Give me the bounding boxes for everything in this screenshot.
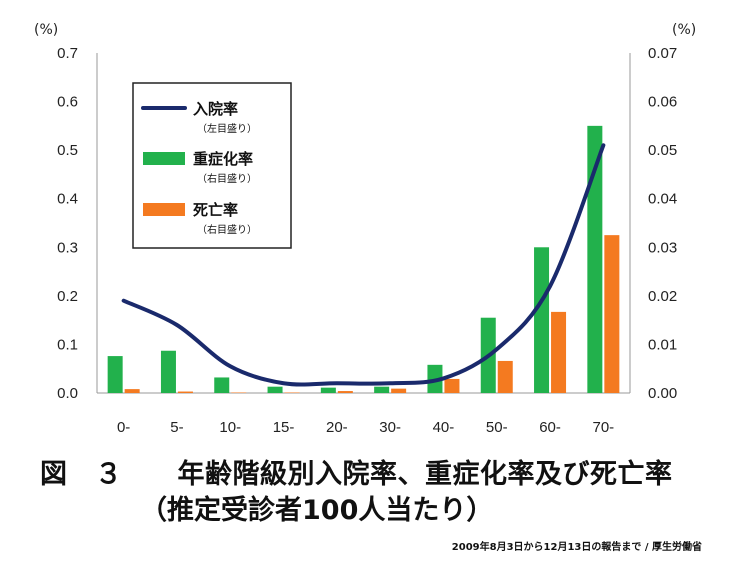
right-tick-label: 0.01 <box>648 336 677 353</box>
right-tick-label: 0.03 <box>648 239 677 256</box>
left-tick-label: 0.1 <box>57 336 78 353</box>
bar-severe-rate <box>214 377 230 393</box>
legend-box <box>132 82 292 249</box>
x-tick-label: 0- <box>117 419 130 436</box>
x-tick-label: 60- <box>539 419 561 436</box>
bar-death-rate <box>124 389 140 393</box>
bar-death-rate <box>391 388 407 393</box>
bar-death-rate <box>177 391 193 393</box>
right-tick-label: 0.06 <box>648 94 677 111</box>
chart: (%) (%) 0.0 0.1 0.2 0.3 0.4 0.5 0.6 0.7 0.00 0.01 0.… <box>34 22 696 436</box>
bar-death-rate <box>444 378 460 393</box>
bar-severe-rate <box>107 356 123 393</box>
figure-caption-subtitle: （推定受診者100人当たり） <box>140 495 494 526</box>
legend-label-hospitalization: 入院率 <box>193 100 238 118</box>
right-tick-label: 0.04 <box>648 191 677 208</box>
legend-sublabel-hospitalization: （左目盛り） <box>197 122 257 135</box>
left-axis-unit: (%) <box>34 22 58 38</box>
legend-label-severe: 重症化率 <box>193 150 253 168</box>
legend-swatch-death <box>143 203 185 216</box>
legend-sublabel-severe: （右目盛り） <box>197 172 257 185</box>
right-tick-label: 0.02 <box>648 288 677 305</box>
bar-severe-rate <box>320 387 336 393</box>
bar-severe-rate <box>160 350 176 393</box>
bar-severe-rate <box>587 125 603 393</box>
legend-swatch-severe <box>143 152 185 165</box>
bar-severe-rate <box>534 247 550 393</box>
x-tick-label: 70- <box>593 419 615 436</box>
x-tick-label: 30- <box>379 419 401 436</box>
left-tick-label: 0.3 <box>57 239 78 256</box>
legend-sublabel-death: （右目盛り） <box>197 223 257 236</box>
x-tick-label: 40- <box>433 419 455 436</box>
right-tick-label: 0.05 <box>648 142 677 159</box>
x-tick-label: 20- <box>326 419 348 436</box>
left-tick-label: 0.5 <box>57 142 78 159</box>
bar-death-rate <box>337 391 353 393</box>
bar-death-rate <box>497 360 513 393</box>
left-tick-label: 0.6 <box>57 94 78 111</box>
left-tick-label: 0.4 <box>57 191 78 208</box>
left-tick-label: 0.7 <box>57 45 78 62</box>
figure-caption-title: 図 ３ 年齢階級別入院率、重症化率及び死亡率 <box>40 459 673 490</box>
x-tick-label: 50- <box>486 419 508 436</box>
right-tick-label: 0.00 <box>648 385 677 402</box>
source-note: 2009年8月3日から12月13日の報告まで / 厚生労働省 <box>451 542 702 553</box>
bar-death-rate <box>604 235 620 393</box>
x-tick-label: 15- <box>273 419 295 436</box>
x-tick-label: 10- <box>219 419 241 436</box>
x-tick-label: 5- <box>170 419 183 436</box>
left-tick-label: 0.0 <box>57 385 78 402</box>
line-hospitalization-rate <box>121 143 606 387</box>
bar-severe-rate <box>374 386 390 393</box>
left-tick-label: 0.2 <box>57 288 78 305</box>
right-axis-unit: (%) <box>672 22 696 38</box>
right-tick-label: 0.07 <box>648 45 677 62</box>
legend-label-death: 死亡率 <box>193 201 238 219</box>
bar-death-rate <box>551 311 567 393</box>
bar-severe-rate <box>267 386 283 393</box>
